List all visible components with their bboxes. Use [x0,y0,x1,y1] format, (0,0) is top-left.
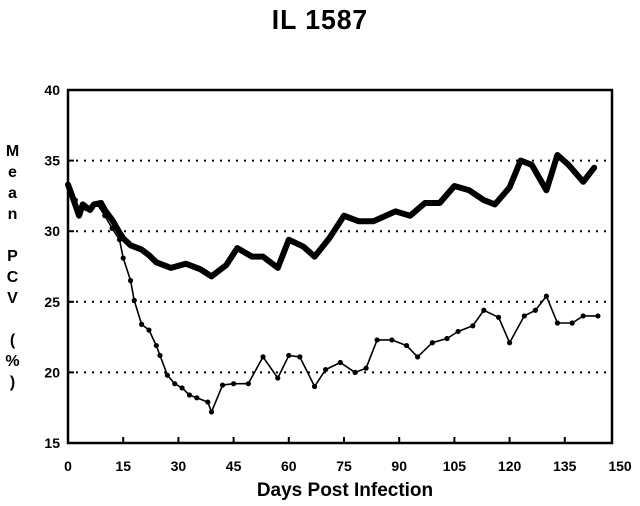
plot-frame [66,88,614,445]
series-2-point [521,313,527,319]
series-2-point [83,206,89,212]
series-2-point [532,307,538,313]
y-tick-label: 30 [44,223,60,239]
series-2-point [153,342,159,349]
series-2-point [116,237,123,243]
series-2-point [311,383,318,390]
series-2-point [109,225,115,231]
series-2-point [127,278,134,284]
series-2-point [275,375,281,381]
series-2-point [120,255,126,261]
series-2-point [72,197,78,203]
series-2-point [179,385,185,391]
x-tick-label: 45 [226,458,242,474]
series-2-point [554,320,561,326]
x-tick-label: 15 [115,458,131,474]
series-2-point [157,352,163,359]
series-2-point [363,365,369,371]
series-2-point [495,314,502,320]
y-tick-label: 20 [44,364,60,380]
x-tick-label: 105 [443,458,467,474]
series-2-point [543,293,550,299]
x-axis-label: Days Post Infection [256,480,434,501]
series-2-point [94,201,101,207]
series-2-point [415,354,421,360]
series-2-point [470,323,476,329]
y-tick-label: 35 [44,153,60,169]
x-tick-label: 75 [336,458,352,474]
y-axis-label: Mean PCV (%) [4,143,21,395]
series-2-point [164,372,170,378]
x-tick-label: 90 [391,458,407,474]
series-2-point [205,399,211,405]
series-2-point [231,381,237,387]
series-2-point [595,313,601,319]
series-2-point [507,340,513,346]
series-2-point [455,328,461,335]
series-2-point [76,207,82,213]
series-2-point [569,320,575,326]
series-2-point [444,335,450,342]
series-2-point [194,395,200,401]
x-tick-label: 30 [171,458,187,474]
x-tick-label: 150 [608,458,632,474]
series-2-point [352,369,358,375]
series-2-point [208,409,215,415]
x-tick-label: 135 [553,458,577,474]
y-tick-label: 15 [44,435,60,451]
y-tick-label: 25 [44,294,60,310]
series-2-point [131,297,137,303]
series-2-point [429,340,435,346]
series-2-point [172,381,178,387]
series-2-point [374,337,380,343]
series-2-point [146,327,152,333]
series-2-point [186,392,193,398]
series-2-point [139,321,145,327]
series-2-point [403,342,410,349]
x-tick-label: 60 [281,458,297,474]
series-1-line [65,152,598,280]
series-2-point [260,354,266,360]
series-2-point [337,359,343,366]
series-2-point [286,352,292,359]
chart-title: IL 1587 [271,4,369,35]
x-tick-label: 120 [498,458,522,474]
series-2-line [67,183,599,413]
series-2-point [219,382,226,388]
y-tick-label: 40 [44,82,60,98]
series-2-point [481,307,487,313]
series-2-point [102,213,108,219]
series-2-point [297,354,303,360]
x-tick-label: 0 [64,458,72,474]
series-layer [65,152,601,415]
gridlines [68,159,612,374]
series-2-point [580,313,586,319]
series-2-point [323,366,329,373]
series-2-point [245,381,251,387]
series-2-point [389,337,395,343]
